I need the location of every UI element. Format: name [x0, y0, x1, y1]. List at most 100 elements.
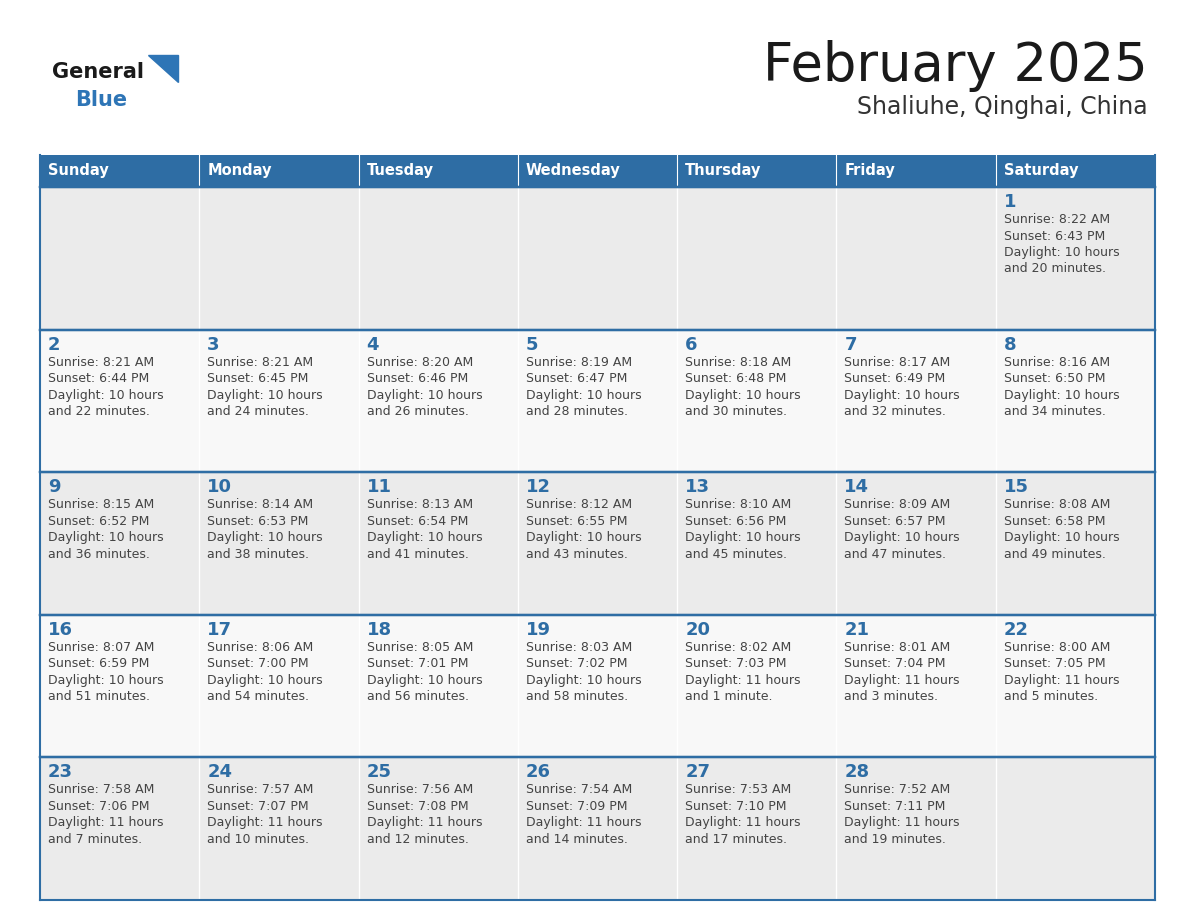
Text: Thursday: Thursday	[685, 163, 762, 178]
Text: Sunrise: 8:15 AM: Sunrise: 8:15 AM	[48, 498, 154, 511]
Bar	[40, 757, 200, 900]
Text: 10: 10	[207, 478, 233, 497]
Text: Sunrise: 8:01 AM: Sunrise: 8:01 AM	[845, 641, 950, 654]
Text: Sunset: 6:59 PM: Sunset: 6:59 PM	[48, 657, 150, 670]
Text: Sunset: 6:54 PM: Sunset: 6:54 PM	[367, 515, 468, 528]
Text: 4: 4	[367, 336, 379, 353]
Bar	[677, 757, 836, 900]
Text: Daylight: 10 hours: Daylight: 10 hours	[1004, 388, 1119, 401]
Text: Daylight: 10 hours: Daylight: 10 hours	[48, 674, 164, 687]
Text: Sunrise: 8:06 AM: Sunrise: 8:06 AM	[207, 641, 314, 654]
Bar	[359, 615, 518, 757]
Text: Daylight: 10 hours: Daylight: 10 hours	[845, 532, 960, 544]
Text: and 19 minutes.: and 19 minutes.	[845, 833, 947, 845]
Text: and 56 minutes.: and 56 minutes.	[367, 690, 468, 703]
Text: Sunrise: 7:56 AM: Sunrise: 7:56 AM	[367, 783, 473, 797]
Text: 19: 19	[526, 621, 551, 639]
Text: Daylight: 11 hours: Daylight: 11 hours	[367, 816, 482, 829]
Text: and 43 minutes.: and 43 minutes.	[526, 548, 627, 561]
Text: Monday: Monday	[207, 163, 272, 178]
Bar	[200, 615, 359, 757]
Text: and 14 minutes.: and 14 minutes.	[526, 833, 627, 845]
Text: and 5 minutes.: and 5 minutes.	[1004, 690, 1098, 703]
Text: Sunrise: 8:09 AM: Sunrise: 8:09 AM	[845, 498, 950, 511]
Bar	[40, 187, 200, 330]
Text: and 58 minutes.: and 58 minutes.	[526, 690, 628, 703]
Text: Sunset: 7:05 PM: Sunset: 7:05 PM	[1004, 657, 1105, 670]
Text: Daylight: 10 hours: Daylight: 10 hours	[685, 388, 801, 401]
Text: and 22 minutes.: and 22 minutes.	[48, 405, 150, 418]
Text: 9: 9	[48, 478, 61, 497]
Text: 6: 6	[685, 336, 697, 353]
Text: Sunset: 7:10 PM: Sunset: 7:10 PM	[685, 800, 786, 813]
Bar	[200, 187, 359, 330]
Bar	[996, 472, 1155, 615]
Text: Sunrise: 8:14 AM: Sunrise: 8:14 AM	[207, 498, 314, 511]
Text: and 1 minute.: and 1 minute.	[685, 690, 772, 703]
Bar	[40, 472, 200, 615]
Text: Sunset: 6:57 PM: Sunset: 6:57 PM	[845, 515, 946, 528]
Text: Sunset: 6:53 PM: Sunset: 6:53 PM	[207, 515, 309, 528]
Bar	[677, 187, 836, 330]
Bar	[359, 472, 518, 615]
Text: Daylight: 10 hours: Daylight: 10 hours	[367, 388, 482, 401]
Bar	[836, 330, 996, 472]
Text: 2: 2	[48, 336, 61, 353]
Text: 23: 23	[48, 764, 72, 781]
Bar	[996, 615, 1155, 757]
Text: Daylight: 10 hours: Daylight: 10 hours	[1004, 246, 1119, 259]
Text: 7: 7	[845, 336, 857, 353]
Bar	[677, 155, 836, 187]
Text: and 47 minutes.: and 47 minutes.	[845, 548, 947, 561]
Text: Sunrise: 7:52 AM: Sunrise: 7:52 AM	[845, 783, 950, 797]
Text: and 41 minutes.: and 41 minutes.	[367, 548, 468, 561]
Text: General: General	[52, 62, 144, 82]
Bar	[677, 472, 836, 615]
Text: Daylight: 10 hours: Daylight: 10 hours	[48, 388, 164, 401]
Text: Sunset: 7:01 PM: Sunset: 7:01 PM	[367, 657, 468, 670]
Text: 1: 1	[1004, 193, 1016, 211]
Text: Daylight: 10 hours: Daylight: 10 hours	[48, 532, 164, 544]
Bar	[518, 472, 677, 615]
Text: and 24 minutes.: and 24 minutes.	[207, 405, 309, 418]
Text: and 54 minutes.: and 54 minutes.	[207, 690, 309, 703]
Text: Daylight: 10 hours: Daylight: 10 hours	[1004, 532, 1119, 544]
Text: Sunrise: 8:21 AM: Sunrise: 8:21 AM	[48, 355, 154, 369]
Text: Saturday: Saturday	[1004, 163, 1079, 178]
Text: Sunset: 6:45 PM: Sunset: 6:45 PM	[207, 372, 309, 385]
Text: 28: 28	[845, 764, 870, 781]
Text: and 30 minutes.: and 30 minutes.	[685, 405, 788, 418]
Text: Sunset: 6:58 PM: Sunset: 6:58 PM	[1004, 515, 1105, 528]
Text: Sunrise: 8:19 AM: Sunrise: 8:19 AM	[526, 355, 632, 369]
Text: Sunset: 6:47 PM: Sunset: 6:47 PM	[526, 372, 627, 385]
Bar	[518, 330, 677, 472]
Text: Daylight: 11 hours: Daylight: 11 hours	[845, 816, 960, 829]
Text: Sunrise: 8:16 AM: Sunrise: 8:16 AM	[1004, 355, 1110, 369]
Text: and 38 minutes.: and 38 minutes.	[207, 548, 309, 561]
Bar	[836, 187, 996, 330]
Text: Sunset: 6:48 PM: Sunset: 6:48 PM	[685, 372, 786, 385]
Text: Daylight: 10 hours: Daylight: 10 hours	[526, 388, 642, 401]
Text: 16: 16	[48, 621, 72, 639]
Text: Daylight: 11 hours: Daylight: 11 hours	[1004, 674, 1119, 687]
Text: Sunset: 7:09 PM: Sunset: 7:09 PM	[526, 800, 627, 813]
Bar	[40, 615, 200, 757]
Text: Sunrise: 8:17 AM: Sunrise: 8:17 AM	[845, 355, 950, 369]
Text: Sunrise: 7:53 AM: Sunrise: 7:53 AM	[685, 783, 791, 797]
Bar	[836, 615, 996, 757]
Text: 14: 14	[845, 478, 870, 497]
Text: Sunset: 6:55 PM: Sunset: 6:55 PM	[526, 515, 627, 528]
Bar	[40, 155, 200, 187]
Text: Tuesday: Tuesday	[367, 163, 434, 178]
Text: and 7 minutes.: and 7 minutes.	[48, 833, 143, 845]
Text: Daylight: 11 hours: Daylight: 11 hours	[526, 816, 642, 829]
Text: Sunrise: 8:22 AM: Sunrise: 8:22 AM	[1004, 213, 1110, 226]
Text: Sunset: 6:56 PM: Sunset: 6:56 PM	[685, 515, 786, 528]
Text: and 36 minutes.: and 36 minutes.	[48, 548, 150, 561]
Text: Daylight: 10 hours: Daylight: 10 hours	[526, 674, 642, 687]
Text: Sunset: 7:08 PM: Sunset: 7:08 PM	[367, 800, 468, 813]
Text: Daylight: 10 hours: Daylight: 10 hours	[207, 532, 323, 544]
Text: Sunrise: 8:10 AM: Sunrise: 8:10 AM	[685, 498, 791, 511]
Text: Daylight: 10 hours: Daylight: 10 hours	[207, 388, 323, 401]
Text: 13: 13	[685, 478, 710, 497]
